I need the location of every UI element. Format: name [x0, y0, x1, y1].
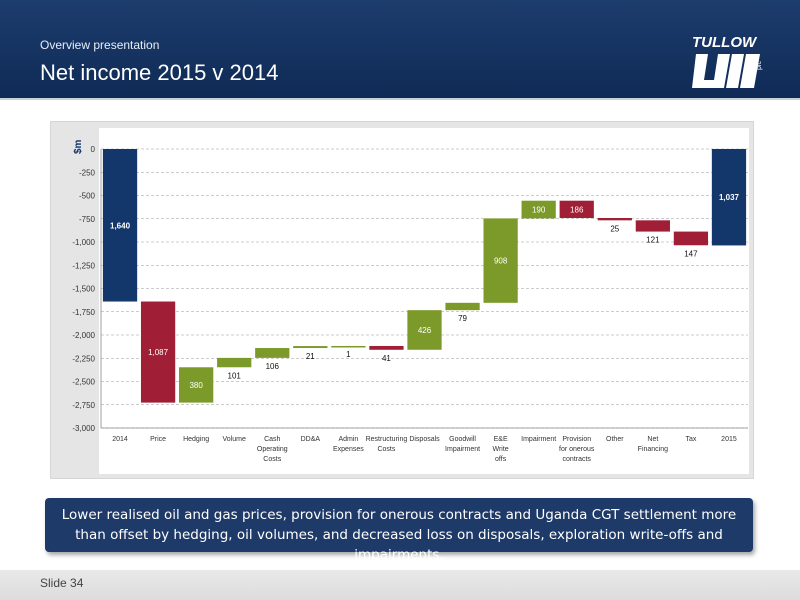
logo-suffix: plc [756, 61, 763, 70]
value-label: 106 [266, 362, 280, 371]
bar-impairment [521, 200, 556, 219]
value-label: 79 [458, 314, 467, 323]
x-tick-label: Hedging [183, 436, 209, 443]
x-tick-label: Expenses [333, 446, 364, 453]
tullow-logo: TULLOW plc [692, 34, 763, 88]
y-axis-label: $m [73, 139, 84, 154]
bar-cash-operating-costs [255, 348, 290, 358]
x-tick-label: Price [150, 436, 166, 443]
value-label: 21 [306, 352, 315, 361]
chart-background [99, 128, 749, 474]
x-tick-label: Tax [685, 436, 696, 443]
x-tick-label: Write [493, 446, 509, 453]
x-tick-label: Financing [638, 446, 668, 453]
value-label: 908 [494, 257, 508, 266]
y-tick-label: -1,750 [72, 308, 95, 317]
chart-bars: 1,640 1,087 380 101 106 21 1 41 426 79 908 190 186 25… [102, 149, 747, 403]
value-label: 190 [532, 206, 546, 215]
bar-goodwill-impairment [445, 302, 480, 311]
x-tick-label: 2014 [112, 436, 128, 443]
y-tick-label: -1,500 [72, 285, 95, 294]
summary-callout: Lower realised oil and gas prices, provi… [45, 498, 753, 563]
bar-tax [673, 231, 709, 246]
y-tick-label: -1,000 [72, 238, 95, 247]
y-tick-label: -2,500 [72, 378, 95, 387]
x-tick-label: Operating [257, 446, 288, 453]
header-subtitle: Overview presentation [40, 38, 160, 52]
y-axis-ticks: 0 -250 -500 -750 -1,000 -1,250 -1,500 -1,750 -2,… [72, 145, 748, 433]
value-label: 426 [418, 326, 432, 335]
x-tick-label: Volume [223, 436, 246, 443]
bar-provision-for-onerous-contracts [559, 200, 594, 219]
value-label: 1,640 [110, 221, 131, 230]
y-tick-label: -500 [79, 192, 96, 201]
x-tick-label: E&E [494, 436, 508, 443]
bar-price [140, 301, 176, 403]
value-label: 1 [346, 350, 351, 359]
y-tick-label: -750 [79, 215, 96, 224]
logo-text: TULLOW [692, 34, 758, 51]
chart-frame: 0 -250 -500 -750 -1,000 -1,250 -1,500 -1,750 -2,… [50, 121, 754, 479]
waterfall-chart: 0 -250 -500 -750 -1,000 -1,250 -1,500 -1,750 -2,… [72, 128, 749, 474]
y-tick-label: -1,250 [72, 261, 95, 270]
footer-bar: Slide 34 [0, 570, 800, 600]
x-tick-label: Restructuring [366, 436, 408, 443]
bar-e-e-write-offs [483, 218, 518, 303]
y-tick-label: -3,000 [72, 424, 95, 433]
x-tick-label: Net [647, 436, 658, 443]
value-label: 101 [228, 371, 242, 380]
y-tick-label: -2,000 [72, 331, 95, 340]
value-label: 1,037 [719, 193, 740, 202]
bar-net-financing [635, 220, 670, 232]
x-tick-label: Admin [338, 436, 358, 443]
bar-admin-expenses [331, 345, 366, 348]
x-tick-label: Costs [377, 446, 395, 453]
x-tick-label: Disposals [409, 436, 440, 443]
bar-2015 [711, 149, 747, 246]
x-tick-label: Impairment [521, 436, 556, 443]
value-label: 121 [646, 236, 660, 245]
x-tick-label: contracts [563, 456, 592, 463]
bar-disposals [407, 310, 442, 350]
y-tick-label: -2,250 [72, 354, 95, 363]
value-label: 1,087 [148, 348, 169, 357]
bar-other [597, 218, 632, 221]
bar-hedging [179, 367, 214, 403]
x-tick-label: Provision [562, 436, 591, 443]
x-tick-label: Costs [263, 456, 281, 463]
value-label: 186 [570, 205, 584, 214]
x-tick-label: DD&A [301, 436, 321, 443]
x-tick-label: for onerous [559, 446, 595, 453]
header-banner: Overview presentation Net income 2015 v … [0, 0, 800, 100]
bar-dd-a [293, 346, 328, 349]
x-tick-label: Goodwill [449, 436, 476, 443]
x-axis-labels: 2014 Price Hedging Volume Cash Operating Costs… [112, 436, 737, 463]
y-tick-label: 0 [91, 145, 96, 154]
bar-restructuring-costs [369, 345, 404, 350]
bar-volume [217, 357, 252, 368]
value-label: 25 [610, 224, 619, 233]
slide-number: Slide 34 [40, 576, 84, 590]
bar-2014 [102, 149, 138, 302]
x-tick-label: Impairment [445, 446, 480, 453]
x-tick-label: Cash [264, 436, 280, 443]
value-label: 41 [382, 354, 391, 363]
y-tick-label: -250 [79, 168, 96, 177]
value-label: 147 [684, 249, 698, 258]
x-tick-label: Other [606, 436, 624, 443]
y-tick-label: -2,750 [72, 401, 95, 410]
x-tick-label: 2015 [721, 436, 737, 443]
x-tick-label: offs [495, 456, 507, 463]
page-title: Net income 2015 v 2014 [40, 60, 279, 85]
value-label: 380 [189, 381, 203, 390]
